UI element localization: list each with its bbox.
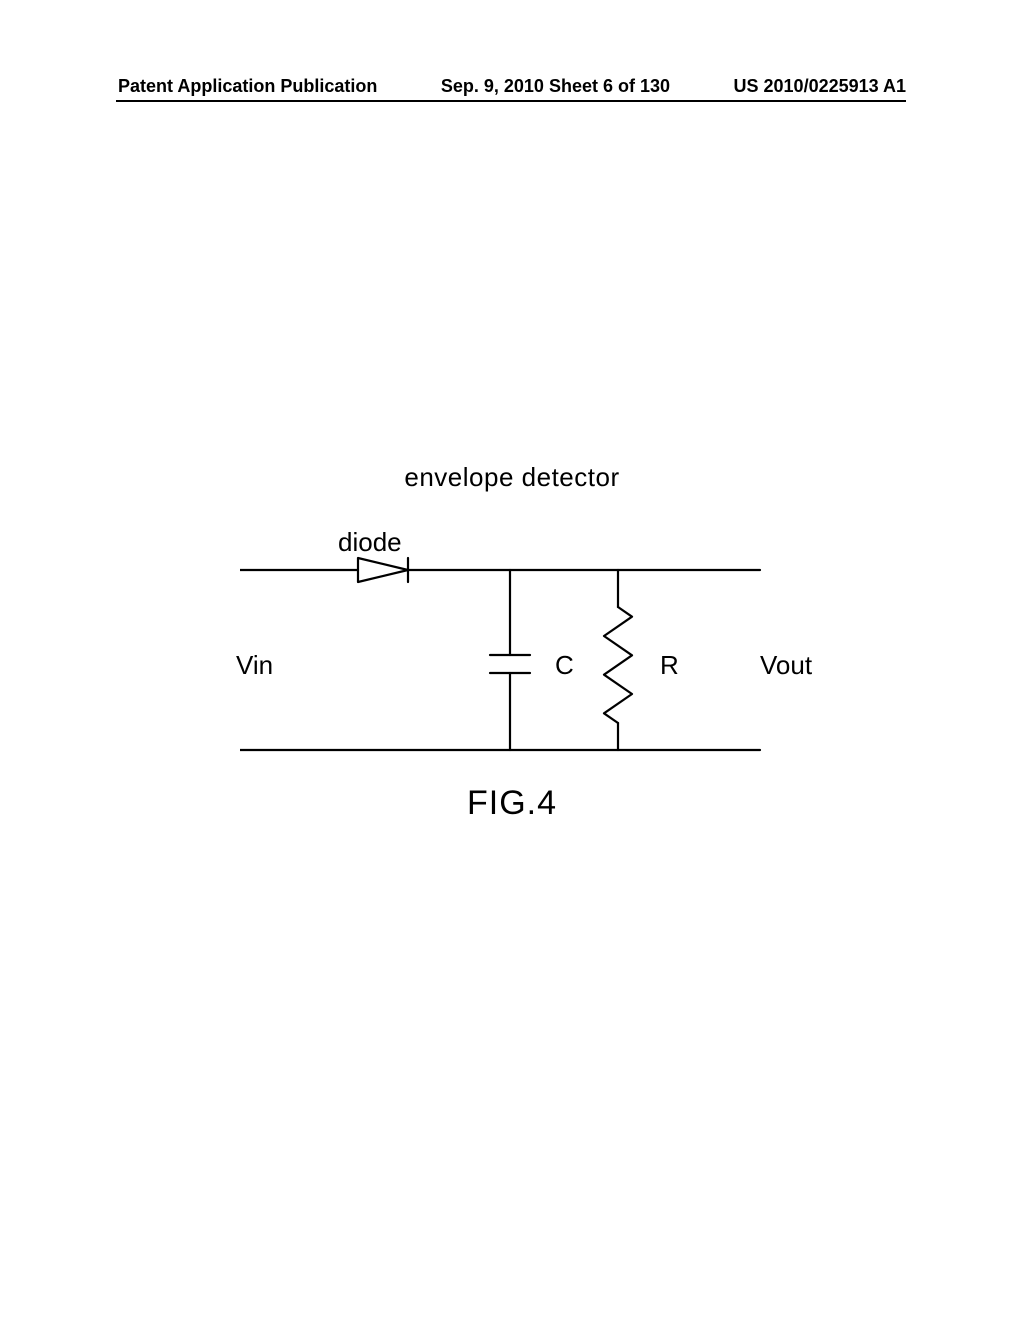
- header-right: US 2010/0225913 A1: [734, 76, 906, 97]
- header-left: Patent Application Publication: [118, 76, 377, 97]
- page-header: Patent Application Publication Sep. 9, 2…: [0, 76, 1024, 97]
- header-center: Sep. 9, 2010 Sheet 6 of 130: [441, 76, 670, 97]
- header-rule: [116, 100, 906, 102]
- figure-label: FIG.4: [0, 784, 1024, 823]
- diagram-title: envelope detector: [0, 462, 1024, 493]
- circuit-schematic: [240, 555, 780, 765]
- diode-label: diode: [338, 527, 402, 558]
